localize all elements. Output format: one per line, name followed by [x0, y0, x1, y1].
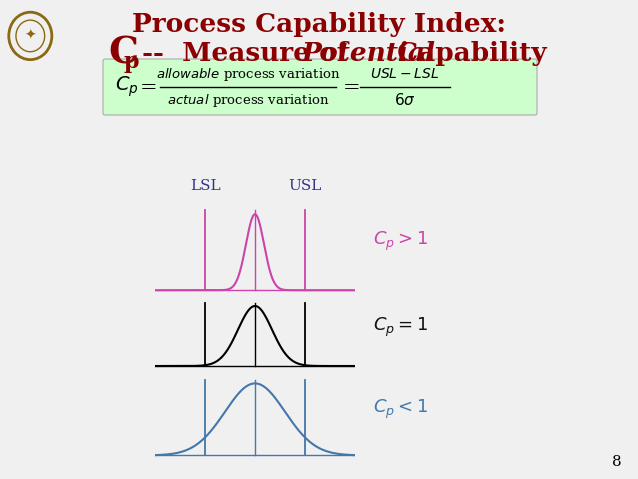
Text: $C_p > 1$: $C_p > 1$	[373, 230, 428, 253]
Text: $6\sigma$: $6\sigma$	[394, 92, 416, 108]
Text: --  Measure of: -- Measure of	[133, 41, 357, 66]
Text: LSL: LSL	[189, 179, 220, 193]
Text: $C_p$: $C_p$	[115, 75, 138, 99]
Text: $\mathit{allowable}$ process variation: $\mathit{allowable}$ process variation	[156, 66, 340, 82]
Text: =: =	[343, 78, 360, 96]
Text: $C_p = 1$: $C_p = 1$	[373, 316, 428, 339]
Text: $C_p < 1$: $C_p < 1$	[373, 398, 428, 421]
Text: USL: USL	[288, 179, 322, 193]
Text: Capability: Capability	[388, 41, 547, 66]
Text: $\mathit{USL} - \mathit{LSL}$: $\mathit{USL} - \mathit{LSL}$	[371, 67, 440, 81]
Text: Process Capability Index:: Process Capability Index:	[132, 11, 506, 36]
Text: p: p	[124, 51, 140, 73]
Text: ✦: ✦	[24, 29, 36, 43]
Text: C: C	[108, 34, 138, 71]
Text: Potential: Potential	[302, 41, 436, 66]
Text: 8: 8	[612, 455, 622, 469]
FancyBboxPatch shape	[103, 59, 537, 115]
Text: $\mathit{actual}$ process variation: $\mathit{actual}$ process variation	[167, 91, 329, 109]
Text: =: =	[140, 78, 158, 96]
